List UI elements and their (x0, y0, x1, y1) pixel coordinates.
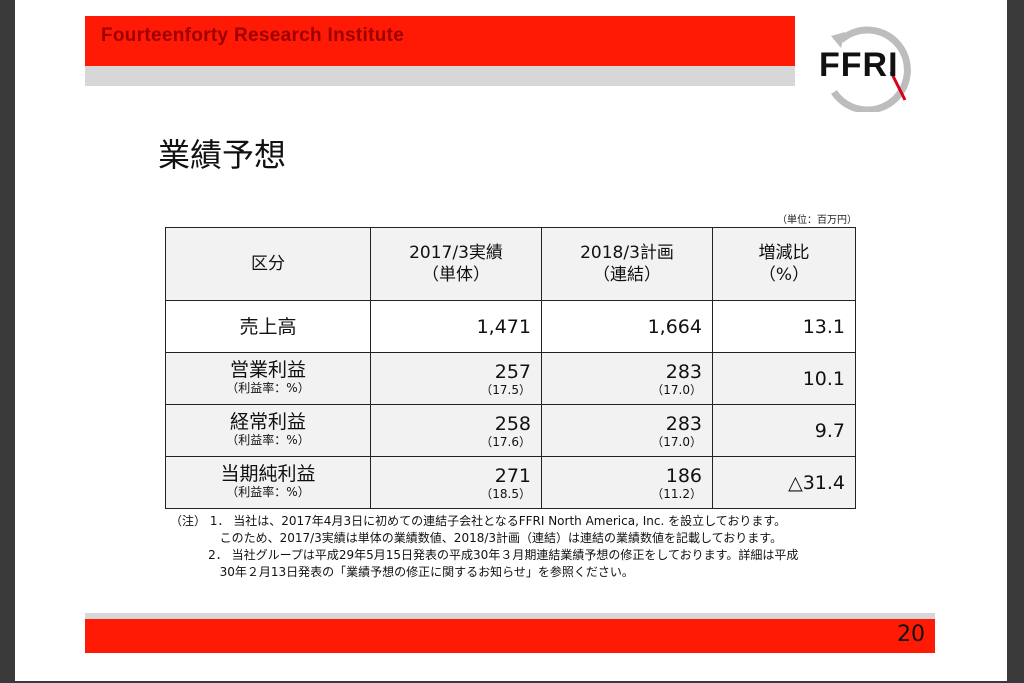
table-row: 売上高 1,471 1,664 13.1 (165, 300, 856, 353)
table-row: 経常利益 （利益率：%） 258 （17.6） 283 （17.0） 9.7 (165, 404, 856, 457)
plan-value: 1,664 (541, 300, 713, 353)
header-actual: 2017/3実績 （単体） (370, 227, 542, 301)
row-label: 経常利益 （利益率：%） (165, 404, 371, 457)
actual-value: 271 （18.5） (370, 456, 542, 509)
row-label: 営業利益 （利益率：%） (165, 352, 371, 405)
company-name: Fourteenforty Research Institute (101, 25, 405, 46)
ffri-logo: FFRI (809, 22, 919, 114)
note-line: このため、2017/3実績は単体の業績数値、2018/3計画（連結）は連結の業績… (170, 531, 783, 545)
header-category: 区分 (165, 227, 371, 301)
header-plan: 2018/3計画 （連結） (541, 227, 713, 301)
header-change: 増減比 （%） (712, 227, 856, 301)
actual-value: 258 （17.6） (370, 404, 542, 457)
note-line: （注） 1． 当社は、2017年4月3日に初めての連結子会社となるFFRI No… (170, 514, 787, 528)
logo-text: FFRI (819, 46, 899, 84)
row-label: 当期純利益 （利益率：%） (165, 456, 371, 509)
actual-value: 257 （17.5） (370, 352, 542, 405)
note-line: 2． 当社グループは平成29年5月15日発表の平成30年３月期連結業績予想の修正… (170, 548, 799, 562)
actual-value: 1,471 (370, 300, 542, 353)
footer-band: 20 (85, 613, 935, 653)
note-line: 30年２月13日発表の「業績予想の修正に関するお知らせ」を参照ください。 (170, 565, 634, 579)
plan-value: 283 （17.0） (541, 352, 713, 405)
table-row: 営業利益 （利益率：%） 257 （17.5） 283 （17.0） 10.1 (165, 352, 856, 405)
unit-note: （単位：百万円） (777, 215, 857, 226)
forecast-table: 区分 2017/3実績 （単体） 2018/3計画 （連結） 増減比 （%） 売上高 … (165, 227, 856, 509)
page-number: 20 (897, 622, 925, 647)
change-value: 13.1 (712, 300, 856, 353)
row-label: 売上高 (165, 300, 371, 353)
slide: Fourteenforty Research Institute FFRI 業績… (15, 0, 1007, 681)
logo-arc-icon (831, 26, 911, 114)
plan-value: 283 （17.0） (541, 404, 713, 457)
table-header-row: 区分 2017/3実績 （単体） 2018/3計画 （連結） 増減比 （%） (165, 227, 856, 301)
change-value: △31.4 (712, 456, 856, 509)
page-title: 業績予想 (158, 136, 287, 174)
footnotes: （注） 1． 当社は、2017年4月3日に初めての連結子会社となるFFRI No… (170, 513, 798, 581)
header-band: Fourteenforty Research Institute (85, 16, 795, 86)
plan-value: 186 （11.2） (541, 456, 713, 509)
table-row: 当期純利益 （利益率：%） 271 （18.5） 186 （11.2） △31.4 (165, 456, 856, 509)
change-value: 9.7 (712, 404, 856, 457)
change-value: 10.1 (712, 352, 856, 405)
